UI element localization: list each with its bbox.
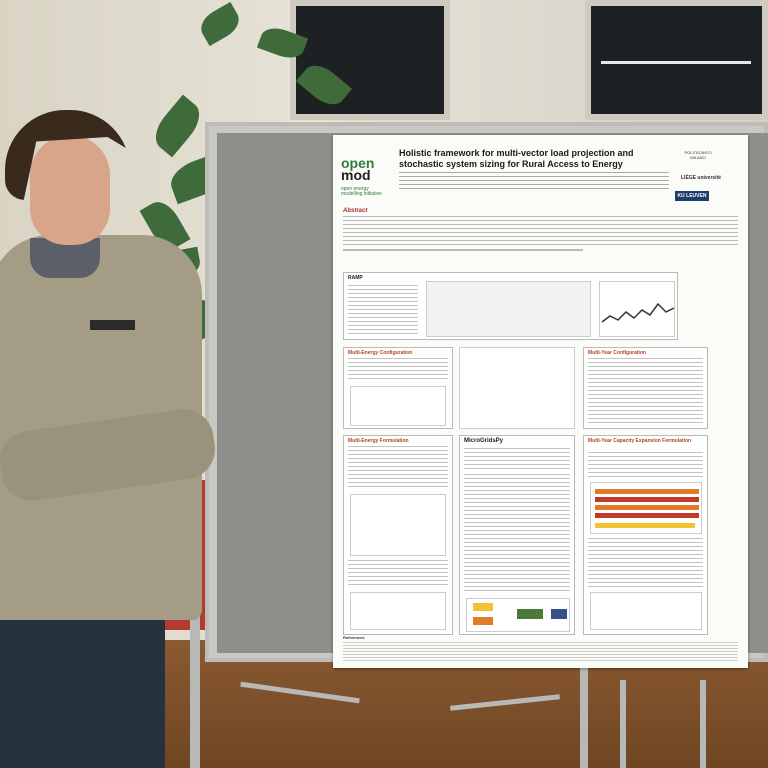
- logo-subtitle: open energy modelling initiative: [341, 186, 382, 197]
- person-chest-logo: [90, 320, 135, 330]
- multi-energy-formulation-panel: Multi-Energy Formulation: [343, 435, 453, 635]
- multi-energy-config-panel: Multi-Energy Configuration: [343, 347, 453, 429]
- logo-word-mod: mod: [341, 167, 371, 183]
- multi-year-formulation-title: Multi-Year Capacity Expansion Formulatio…: [588, 438, 692, 444]
- poster-authors: [399, 172, 669, 190]
- ramp-diagram: [426, 281, 591, 337]
- liege-logo: LIÈGE université: [681, 175, 722, 181]
- references-heading: References: [343, 635, 365, 640]
- microgridspy-optimization-text: [464, 474, 570, 594]
- multi-energy-config-text: [348, 358, 448, 382]
- abstract-text: [343, 216, 738, 246]
- references-text: [343, 642, 738, 662]
- board-leg-left: [190, 480, 200, 768]
- board-leg: [620, 680, 626, 768]
- multi-year-config-title: Multi-Year Configuration: [588, 350, 647, 356]
- poster: open mod open energy modelling initiativ…: [333, 135, 748, 668]
- capacity-expansion-diagram: [590, 482, 702, 534]
- multi-year-config-panel: Multi-Year Configuration: [583, 347, 708, 429]
- window-left: [290, 0, 450, 120]
- abstract-heading: Abstract: [343, 208, 368, 214]
- multi-energy-config-plot: [350, 386, 446, 426]
- poster-title: Holistic framework for multi-vector load…: [399, 148, 634, 169]
- multi-energy-flow-diagram: [350, 494, 446, 556]
- multi-energy-formulation-title: Multi-Energy Formulation: [348, 438, 409, 444]
- multi-energy-results-text: [348, 560, 448, 588]
- ramp-load-profile-plot: [599, 281, 675, 337]
- kul-logo: KU LEUVEN: [675, 191, 709, 201]
- openmod-logo: open mod: [341, 155, 375, 183]
- multi-energy-results-plot: [350, 592, 446, 630]
- window-right: [585, 0, 768, 120]
- ramp-text: [348, 285, 418, 337]
- system-diagram: [459, 347, 575, 429]
- board-leg-right: [580, 660, 588, 768]
- logo-word-open: open: [341, 155, 375, 171]
- ramp-title: RAMP: [348, 275, 363, 281]
- ramp-panel: RAMP: [343, 272, 678, 340]
- multi-year-results-plot: [590, 592, 702, 630]
- multi-energy-formulation-text: [348, 446, 448, 490]
- keywords: [343, 249, 583, 251]
- person-face: [30, 135, 110, 245]
- microgridspy-title: MicroGridsPy: [464, 438, 504, 444]
- board-leg: [700, 680, 706, 768]
- polimi-logo: POLITECNICO MILANO: [684, 150, 712, 160]
- microgridspy-panel: MicroGridsPy: [459, 435, 575, 635]
- multi-year-results-text: [588, 538, 703, 588]
- multi-year-formulation-panel: Multi-Year Capacity Expansion Formulatio…: [583, 435, 708, 635]
- poster-header: open mod open energy modelling initiativ…: [333, 135, 748, 205]
- multi-year-formulation-text: [588, 452, 703, 478]
- microgridspy-workflow-diagram: [466, 598, 570, 632]
- multi-energy-config-title: Multi-Energy Configuration: [348, 350, 413, 356]
- multi-year-config-text: [588, 358, 703, 424]
- load-profile-line: [601, 302, 675, 323]
- microgridspy-text: [464, 448, 570, 470]
